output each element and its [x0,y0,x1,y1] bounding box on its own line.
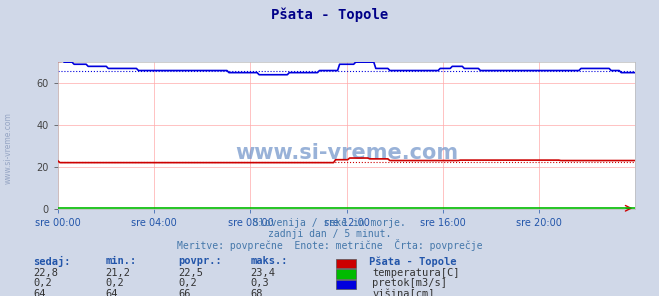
Text: min.:: min.: [105,256,136,266]
Text: temperatura[C]: temperatura[C] [372,268,460,278]
Text: 64: 64 [33,289,45,296]
Text: Slovenija / reke in morje.: Slovenija / reke in morje. [253,218,406,228]
Text: pretok[m3/s]: pretok[m3/s] [372,278,447,288]
Text: 21,2: 21,2 [105,268,130,278]
Text: zadnji dan / 5 minut.: zadnji dan / 5 minut. [268,229,391,239]
Text: 0,2: 0,2 [105,278,124,288]
Text: višina[cm]: višina[cm] [372,289,435,296]
Text: Meritve: povprečne  Enote: metrične  Črta: povprečje: Meritve: povprečne Enote: metrične Črta:… [177,239,482,252]
Text: 64: 64 [105,289,118,296]
Text: 0,2: 0,2 [178,278,196,288]
Text: 0,3: 0,3 [250,278,269,288]
Text: 23,4: 23,4 [250,268,275,278]
Text: www.si-vreme.com: www.si-vreme.com [3,112,13,184]
Text: 66: 66 [178,289,190,296]
Text: 22,8: 22,8 [33,268,58,278]
Text: maks.:: maks.: [250,256,288,266]
Text: Pšata - Topole: Pšata - Topole [369,256,457,266]
Text: povpr.:: povpr.: [178,256,221,266]
Text: Pšata - Topole: Pšata - Topole [271,7,388,22]
Text: 22,5: 22,5 [178,268,203,278]
Text: sedaj:: sedaj: [33,256,71,267]
Text: 0,2: 0,2 [33,278,51,288]
Text: www.si-vreme.com: www.si-vreme.com [235,143,458,163]
Text: 68: 68 [250,289,263,296]
